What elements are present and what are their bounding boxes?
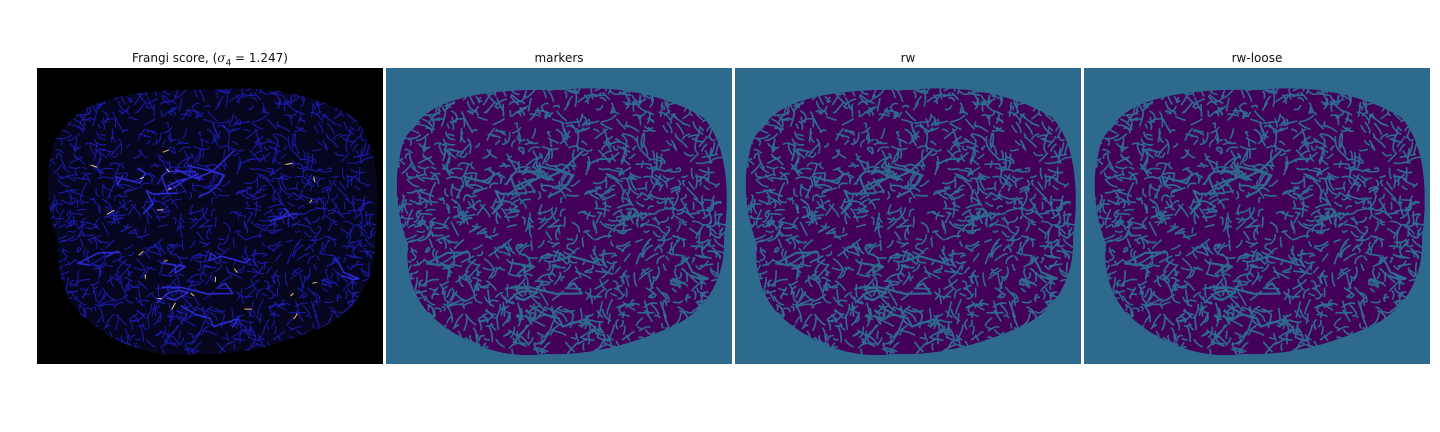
rw-loose-image	[1084, 68, 1430, 364]
vessel-region	[396, 88, 727, 356]
panel-rw: rw	[735, 48, 1081, 364]
panel-markers: markers	[386, 48, 732, 364]
markers-image	[386, 68, 732, 364]
panel-title-rw-loose: rw-loose	[1231, 51, 1283, 65]
panel-frangi: Frangi score, (σ4 = 1.247)	[37, 48, 383, 364]
sigma-subscript: 4	[225, 58, 232, 69]
panel-rw-loose: rw-loose	[1084, 48, 1430, 364]
vessel-region	[47, 88, 378, 356]
frangi-score-image	[37, 68, 383, 364]
vessel-region	[1094, 88, 1425, 356]
rw-image	[735, 68, 1081, 364]
panel-title-markers: markers	[534, 51, 584, 65]
vessel-region	[745, 88, 1076, 356]
sigma-symbol: σ	[217, 51, 226, 65]
panel-title-frangi: Frangi score, (σ4 = 1.247)	[132, 51, 288, 69]
panel-title-rw: rw	[900, 51, 916, 65]
